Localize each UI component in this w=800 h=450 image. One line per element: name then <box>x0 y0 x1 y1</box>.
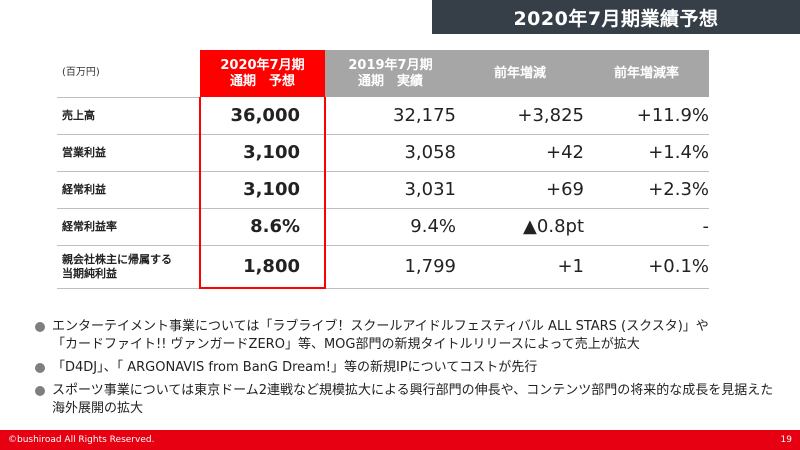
rate-cell: +2.3% <box>584 171 709 209</box>
header-line: 通期 実績 <box>357 73 423 89</box>
row-label-line: 営業利益 <box>62 145 106 159</box>
row-label-line: 親会社株主に帰属する <box>62 252 172 266</box>
row-label: 親会社株主に帰属する 当期純利益 <box>57 245 200 289</box>
row-label-line: 売上高 <box>62 108 95 122</box>
list-item: エンターテイメント事業については「ラブライブ！スクールアイドルフェスティバル A… <box>35 318 795 354</box>
header-yoy-change: 前年増減 <box>456 50 584 97</box>
bullet-line: エンターテイメント事業については「ラブライブ！スクールアイドルフェスティバル A… <box>52 319 709 334</box>
header-line: 2020年7月期 <box>220 57 305 73</box>
table-row: 営業利益 3,100 3,058 +42 +1.4% <box>57 134 709 172</box>
unit-label: (百万円) <box>57 50 200 98</box>
row-label: 経常利益 <box>57 171 200 209</box>
earnings-forecast-table: (百万円) 2020年7月期 通期 予想 2019年7月期 通期 実績 前年増減… <box>57 50 709 289</box>
row-label: 売上高 <box>57 97 200 135</box>
forecast-cell: 8.6% <box>199 208 326 246</box>
header-line: 通期 予想 <box>229 73 295 89</box>
row-label: 経常利益率 <box>57 208 200 246</box>
bullet-dot-icon <box>35 322 45 332</box>
list-item: スポーツ事業については東京ドーム2連戦など規模拡大による興行部門の伸長や、コンテ… <box>35 382 795 418</box>
table-row: 経常利益 3,100 3,031 +69 +2.3% <box>57 171 709 209</box>
footer-bar: ©bushiroad All Rights Reserved. 19 <box>0 430 800 450</box>
change-cell: ▲0.8pt <box>456 208 584 246</box>
change-cell: +42 <box>456 134 584 172</box>
row-label-line: 経常利益 <box>62 182 106 196</box>
forecast-cell: 3,100 <box>199 134 326 172</box>
header-forecast-2020: 2020年7月期 通期 予想 <box>200 50 325 97</box>
table-header-row: (百万円) 2020年7月期 通期 予想 2019年7月期 通期 実績 前年増減… <box>57 50 709 98</box>
rate-cell: +0.1% <box>584 245 709 289</box>
bullet-dot-icon <box>35 386 45 396</box>
change-cell: +69 <box>456 171 584 209</box>
page-title: 2020年7月期業績予想 <box>432 0 800 34</box>
rate-cell: +11.9% <box>584 97 709 135</box>
copyright-text: ©bushiroad All Rights Reserved. <box>8 435 155 445</box>
commentary-list: エンターテイメント事業については「ラブライブ！スクールアイドルフェスティバル A… <box>35 318 795 423</box>
actual-cell: 9.4% <box>325 208 456 246</box>
forecast-cell: 1,800 <box>199 245 326 289</box>
header-line: 2019年7月期 <box>348 57 433 73</box>
bullet-dot-icon <box>35 363 45 373</box>
rate-cell: +1.4% <box>584 134 709 172</box>
actual-cell: 1,799 <box>325 245 456 289</box>
rate-cell: - <box>584 208 709 246</box>
change-cell: +1 <box>456 245 584 289</box>
table-row: 売上高 36,000 32,175 +3,825 +11.9% <box>57 97 709 135</box>
bullet-line: スポーツ事業については東京ドーム2連戦など規模拡大による興行部門の伸長や、コンテ… <box>52 383 774 398</box>
table-row: 経常利益率 8.6% 9.4% ▲0.8pt - <box>57 208 709 246</box>
row-label-line: 経常利益率 <box>62 219 117 233</box>
header-line: 前年増減率 <box>613 65 679 81</box>
forecast-cell: 3,100 <box>199 171 326 209</box>
actual-cell: 32,175 <box>325 97 456 135</box>
header-line: 前年増減 <box>493 65 546 81</box>
bullet-line: 海外展開の拡大 <box>52 401 144 416</box>
bullet-line: 「カードファイト!! ヴァンガードZERO」等、MOG部門の新規タイトルリリース… <box>52 337 640 352</box>
actual-cell: 3,031 <box>325 171 456 209</box>
header-actual-2019: 2019年7月期 通期 実績 <box>325 50 456 97</box>
row-label-line: 当期純利益 <box>62 266 117 280</box>
table-row: 親会社株主に帰属する 当期純利益 1,800 1,799 +1 +0.1% <box>57 245 709 289</box>
list-item: 「D4DJ」、「 ARGONAVIS from BanG Dream!」等の新規… <box>35 359 795 377</box>
page-number: 19 <box>780 435 792 445</box>
change-cell: +3,825 <box>456 97 584 135</box>
actual-cell: 3,058 <box>325 134 456 172</box>
bullet-line: 「D4DJ」、「 ARGONAVIS from BanG Dream!」等の新規… <box>52 360 538 375</box>
row-label: 営業利益 <box>57 134 200 172</box>
header-yoy-rate: 前年増減率 <box>584 50 709 97</box>
forecast-cell: 36,000 <box>199 97 326 135</box>
